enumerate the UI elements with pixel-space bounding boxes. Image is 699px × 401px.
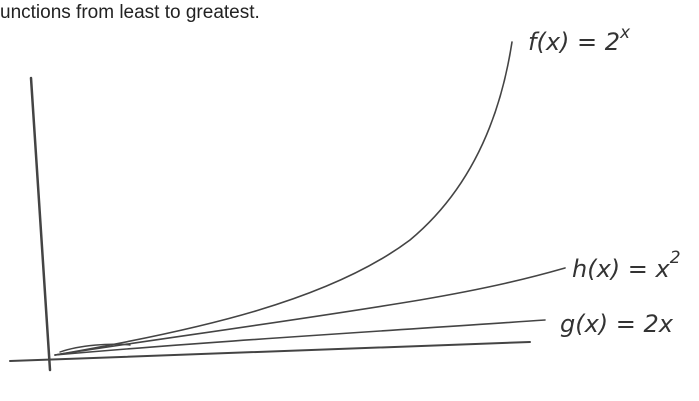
- curve-g: [54, 319, 546, 356]
- header-text: unctions from least to greatest.: [0, 2, 260, 23]
- label-h-exp: 2: [670, 248, 681, 268]
- curve-scribble: [59, 343, 131, 353]
- label-g: g(x) = 2x: [560, 310, 674, 338]
- label-f: f(x) = 2x: [528, 23, 631, 56]
- label-h-base: h(x) = x: [572, 255, 671, 283]
- label-f-base: f(x) = 2: [528, 28, 620, 56]
- label-h: h(x) = x2: [572, 248, 681, 283]
- y-axis: [29, 76, 52, 372]
- x-axis: [9, 341, 531, 362]
- curve-f: [54, 41, 513, 356]
- curve-h: [54, 267, 566, 356]
- label-f-exp: x: [619, 23, 631, 43]
